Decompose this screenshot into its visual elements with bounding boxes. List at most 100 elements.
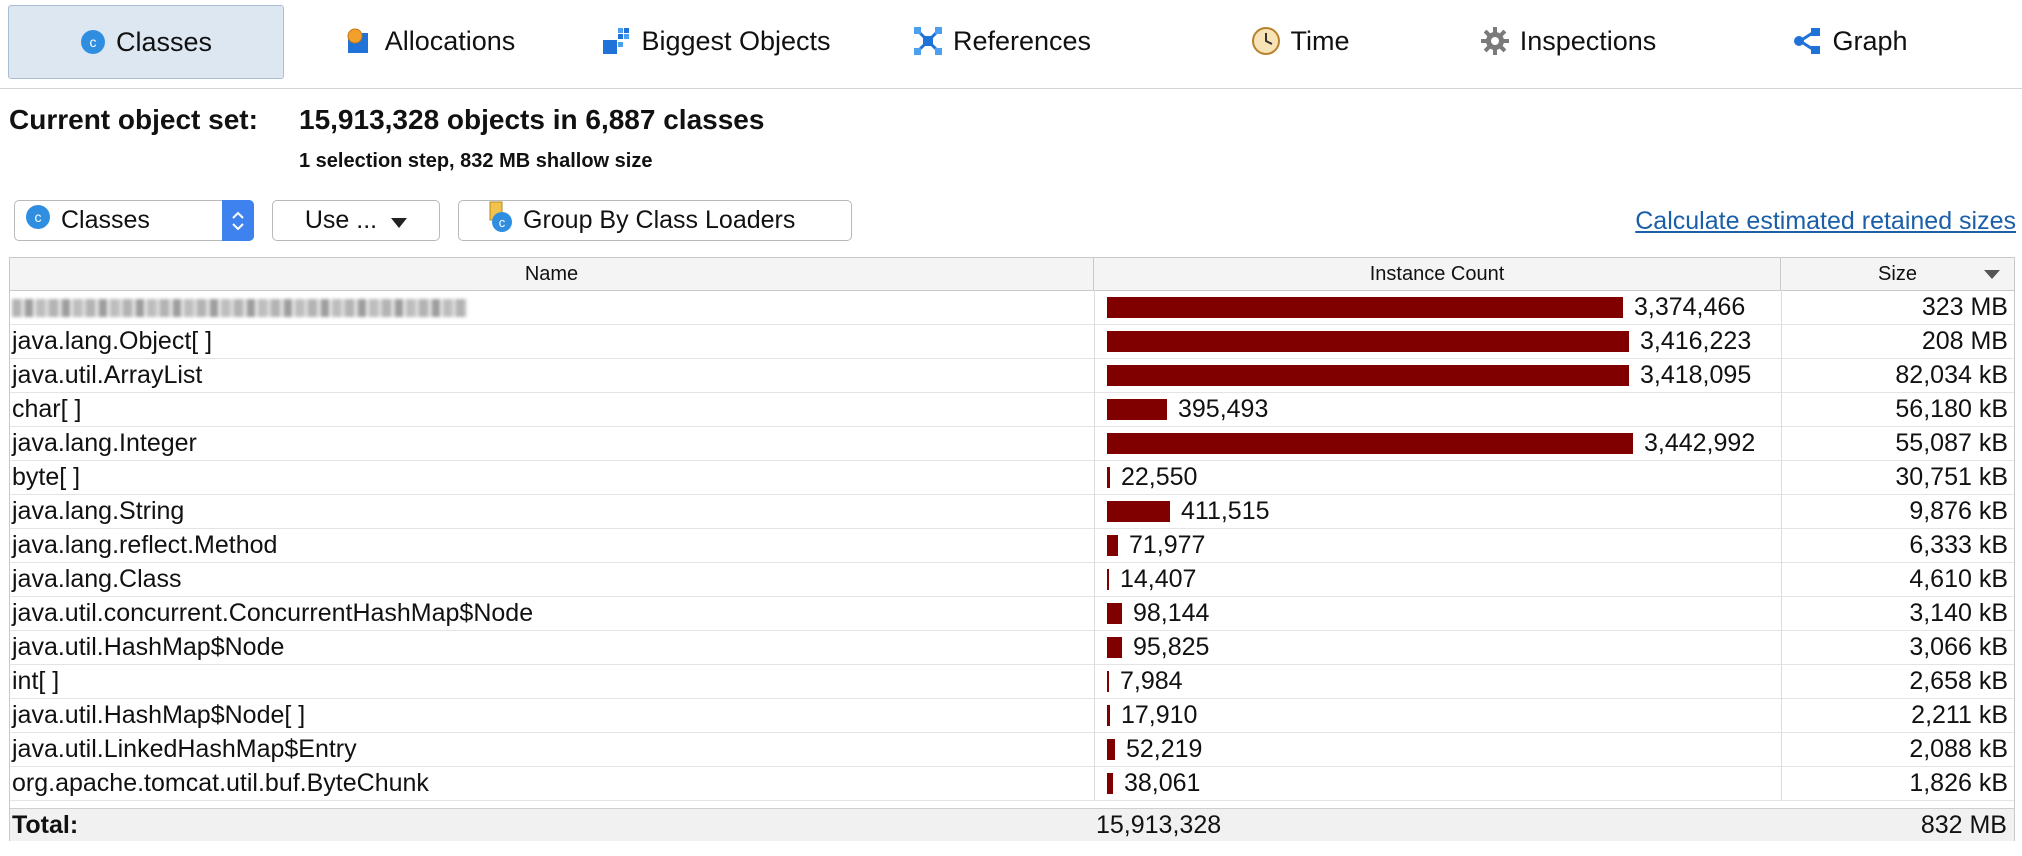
class-loader-icon: c [487,201,515,240]
svg-text:c: c [89,34,96,50]
column-header-name[interactable]: Name [10,258,1094,290]
class-name-cell: java.util.ArrayList [12,361,203,389]
instance-count-bar [1107,569,1109,590]
class-name-cell: java.lang.Integer [12,429,197,457]
table-row[interactable]: java.lang.reflect.Method 71,977 6,333 kB [10,528,2014,563]
tab-references[interactable]: References [902,5,1102,77]
biggest-objects-icon [601,26,631,56]
instance-count-cell: 38,061 [1094,766,1781,800]
table-row[interactable]: java.util.concurrent.ConcurrentHashMap$N… [10,596,2014,631]
tab-label: Inspections [1519,25,1657,56]
instance-count-value: 3,374,466 [1634,293,1746,321]
tab-graph[interactable]: Graph [1780,5,1920,77]
class-name-cell: int[ ] [12,667,60,695]
table-row[interactable]: java.util.HashMap$Node 95,825 3,066 kB [10,630,2014,665]
class-name-cell: java.util.LinkedHashMap$Entry [12,735,357,763]
references-icon [913,26,943,56]
size-cell: 1,826 kB [1781,766,2008,800]
group-by-class-loaders-button[interactable]: c Group By Class Loaders [458,200,852,241]
size-cell: 2,211 kB [1781,698,2008,732]
instance-count-bar [1107,501,1170,522]
table-row[interactable]: java.lang.Class 14,407 4,610 kB [10,562,2014,597]
table-row[interactable]: java.util.LinkedHashMap$Entry 52,219 2,088… [10,732,2014,767]
tab-label: Allocations [384,25,516,56]
instance-count-bar [1107,433,1633,454]
tab-inspections[interactable]: Inspections [1468,5,1668,77]
class-name-cell: java.lang.reflect.Method [12,531,278,559]
tab-classes[interactable]: c Classes [8,5,284,79]
instance-count-cell: 395,493 [1094,392,1781,426]
size-cell: 4,610 kB [1781,562,2008,596]
instance-count-bar [1107,399,1167,420]
instance-count-cell: 17,910 [1094,698,1781,732]
table-row[interactable]: 3,374,466 323 MB [10,290,2014,325]
instance-count-bar [1107,331,1629,352]
column-header-instance-count[interactable]: Instance Count [1094,258,1781,290]
allocations-icon [345,26,375,56]
table-row[interactable]: java.util.ArrayList 3,418,095 82,034 kB [10,358,2014,393]
calculate-retained-sizes-link[interactable]: Calculate estimated retained sizes [1635,207,2016,235]
instance-count-cell: 3,418,095 [1094,358,1781,392]
instance-count-value: 14,407 [1120,565,1197,593]
total-count: 15,913,328 [1094,809,1780,841]
view-mode-select[interactable]: c Classes [14,200,254,241]
instance-count-value: 3,416,223 [1640,327,1752,355]
class-name-cell [12,290,1090,324]
instance-count-bar [1107,739,1115,760]
instance-count-value: 22,550 [1121,463,1198,491]
total-count-value: 15,913,328 [1096,811,1222,839]
classes-table: Name Instance Count Size 3,374,466 323 MB… [9,257,2015,841]
size-cell: 56,180 kB [1781,392,2008,426]
size-cell: 82,034 kB [1781,358,2008,392]
instance-count-cell: 98,144 [1094,596,1781,630]
instance-count-cell: 95,825 [1094,630,1781,664]
tab-label: Time [1290,25,1350,56]
instance-count-cell: 3,442,992 [1094,426,1781,460]
instance-count-bar [1107,705,1110,726]
total-size: 832 MB [1920,811,2007,839]
instance-count-value: 395,493 [1178,395,1269,423]
table-row[interactable]: byte[ ] 22,550 30,751 kB [10,460,2014,495]
size-cell: 208 MB [1781,324,2008,358]
instance-count-bar [1107,365,1629,386]
tab-allocations[interactable]: Allocations [330,5,530,77]
svg-text:c: c [35,209,42,225]
instance-count-bar [1107,603,1122,624]
total-row: Total: 15,913,328 832 MB [10,808,2014,841]
table-row[interactable]: org.apache.tomcat.util.buf.ByteChunk 38,0… [10,766,2014,801]
instance-count-cell: 52,219 [1094,732,1781,766]
svg-text:c: c [499,215,506,230]
tab-biggest-objects[interactable]: Biggest Objects [588,5,844,77]
tab-label: Biggest Objects [641,25,831,56]
class-name-cell: char[ ] [12,395,82,423]
tab-label: Graph [1832,25,1908,56]
gear-icon [1480,26,1510,56]
tab-label: References [952,25,1092,56]
size-cell: 6,333 kB [1781,528,2008,562]
table-row[interactable]: java.lang.String 411,515 9,876 kB [10,494,2014,529]
table-row[interactable]: char[ ] 395,493 56,180 kB [10,392,2014,427]
tab-time[interactable]: Time [1225,5,1375,77]
instance-count-cell: 71,977 [1094,528,1781,562]
instance-count-bar [1107,467,1110,488]
column-header-size[interactable]: Size [1781,258,2014,290]
class-name-cell: java.util.HashMap$Node[ ] [12,701,306,729]
classes-icon: c [25,204,51,237]
size-cell: 2,088 kB [1781,732,2008,766]
view-mode-value: Classes [61,206,150,234]
table-row[interactable]: java.util.HashMap$Node[ ] 17,910 2,211 kB [10,698,2014,733]
table-row[interactable]: java.lang.Integer 3,442,992 55,087 kB [10,426,2014,461]
instance-count-cell: 411,515 [1094,494,1781,528]
table-header: Name Instance Count Size [10,258,2014,291]
instance-count-value: 98,144 [1133,599,1210,627]
clock-icon [1251,26,1281,56]
select-stepper-icon[interactable] [222,200,254,241]
instance-count-value: 7,984 [1120,667,1183,695]
use-menu-button[interactable]: Use ... [272,200,440,241]
classes-icon: c [80,29,106,55]
table-row[interactable]: int[ ] 7,984 2,658 kB [10,664,2014,699]
size-cell: 2,658 kB [1781,664,2008,698]
table-row[interactable]: java.lang.Object[ ] 3,416,223 208 MB [10,324,2014,359]
instance-count-bar [1107,535,1118,556]
current-object-set-value: 15,913,328 objects in 6,887 classes [299,104,765,135]
